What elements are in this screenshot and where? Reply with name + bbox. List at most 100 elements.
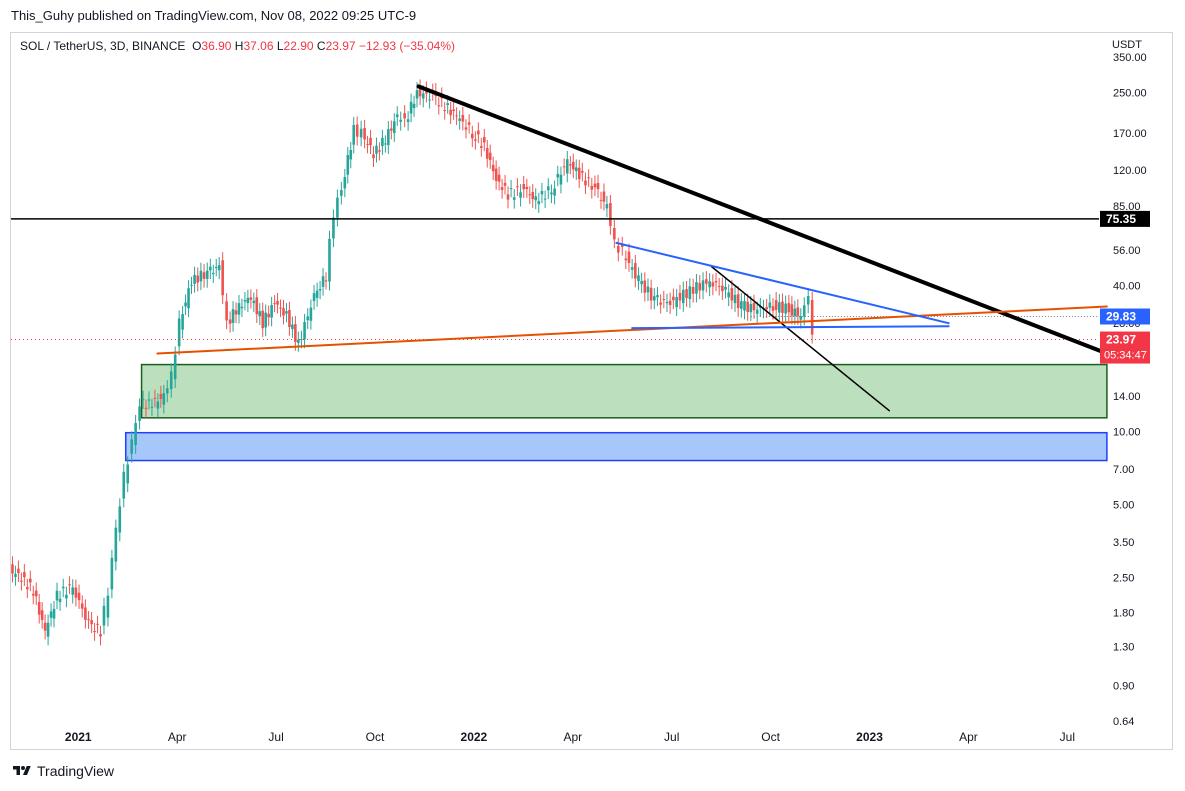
candle-body [126,464,130,484]
candle-body [409,101,413,114]
candle-body [181,314,184,330]
candle-body [771,306,775,311]
chart-frame [10,32,1173,750]
candle-body [640,280,643,285]
candle-body [169,371,173,390]
candle-body [446,103,449,105]
green-demand-zone [140,363,1108,419]
candle-body [559,174,563,185]
countdown-label: 05:34:47 [1104,350,1147,362]
candle-body [452,109,455,112]
candle-body [784,303,787,314]
candle-body [681,289,685,304]
candle-body [309,307,313,321]
candle-body [303,322,306,340]
price-label: 23.97 [1106,333,1136,347]
candle-body [77,592,81,601]
candle-body [494,168,498,181]
candle-body [209,266,212,271]
candle-body [485,147,489,159]
candle-body [584,180,587,186]
candle-body [477,130,480,135]
candle-body [34,590,38,597]
candle-body [701,280,705,291]
candle-body [512,197,516,200]
candle-body [678,292,682,301]
candle-body [403,113,406,119]
candle-body [768,302,772,308]
candle-body [714,280,718,283]
candle-body [252,300,256,304]
candle-body [577,167,581,180]
trend-line-blue-lower [631,325,950,330]
candle-body [99,633,102,637]
candle-body [550,192,553,195]
candle-body [774,300,778,310]
candle-body [141,398,145,401]
price-label-box [1100,331,1150,364]
candle-body [106,595,110,618]
y-tick-label: 0.90 [1113,680,1134,692]
candle-body [190,284,193,286]
candle-body [328,238,331,282]
candle-body [37,602,41,615]
candle-body [315,290,319,298]
x-tick-label: Jul [1060,730,1075,744]
candle-body [534,196,538,201]
candle-body [553,188,556,196]
candle-body [752,302,756,311]
candle-body [387,129,390,146]
candle-body [793,308,797,317]
tradingview-logo-icon[interactable] [11,764,33,778]
x-tick-label: 2023 [856,730,883,744]
brand-name[interactable]: TradingView [37,763,115,779]
candle-body [288,309,291,328]
candle-body [234,310,238,315]
symbol-label[interactable]: SOL / TetherUS, 3D, BINANCE [20,39,186,53]
candle-body [503,182,507,186]
open-key: O [192,39,202,53]
candle-body [74,587,78,598]
high-key: H [234,39,244,53]
candle-body [765,307,768,310]
candle-body [602,191,606,202]
y-tick-label: 1.80 [1113,607,1134,619]
candle-body [656,295,659,298]
candle-body [264,312,267,328]
candle-body [617,245,620,253]
candle-body [68,584,71,586]
y-tick-label: 170.00 [1113,128,1147,140]
candle-body [321,276,325,287]
x-tick-label: 2022 [461,730,488,744]
candle-body [276,300,279,305]
candle-body [802,305,806,317]
candle-body [110,557,114,590]
candle-body [675,297,678,308]
candle-body [437,105,441,107]
candle-body [474,139,477,141]
candle-body [691,286,695,294]
x-tick-label: Jul [664,730,679,744]
price-label-box [1100,210,1150,227]
candle-body [415,90,419,99]
x-tick-label: Apr [563,730,582,744]
candle-body [531,192,535,200]
candle-body [593,183,597,188]
candle-body [300,338,303,340]
candle-body [369,137,372,146]
candle-body [378,150,381,152]
candle-body [144,407,148,410]
candle-body [790,304,794,316]
candle-body [392,121,396,134]
candle-body [418,87,422,97]
trend-line-orange-support [156,305,1108,355]
candle-body [412,103,416,109]
candle-body [778,302,781,313]
candle-body [332,217,335,239]
candle-body [177,318,181,347]
candle-body [528,194,532,196]
candle-body [649,287,653,301]
candle-body [237,303,241,315]
candle-body [556,173,560,178]
